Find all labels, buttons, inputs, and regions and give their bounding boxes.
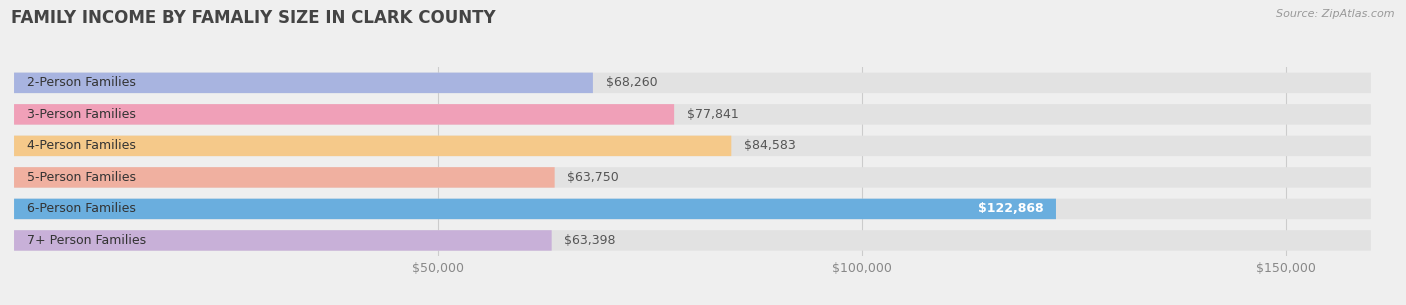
- FancyBboxPatch shape: [14, 167, 1371, 188]
- Text: 2-Person Families: 2-Person Families: [27, 76, 135, 89]
- FancyBboxPatch shape: [14, 136, 1371, 156]
- Text: 6-Person Families: 6-Person Families: [27, 203, 135, 215]
- Text: $63,398: $63,398: [564, 234, 616, 247]
- FancyBboxPatch shape: [14, 136, 731, 156]
- FancyBboxPatch shape: [14, 73, 593, 93]
- Text: FAMILY INCOME BY FAMALIY SIZE IN CLARK COUNTY: FAMILY INCOME BY FAMALIY SIZE IN CLARK C…: [11, 9, 496, 27]
- FancyBboxPatch shape: [14, 73, 1371, 93]
- Text: 4-Person Families: 4-Person Families: [27, 139, 135, 152]
- Text: 3-Person Families: 3-Person Families: [27, 108, 135, 121]
- Text: Source: ZipAtlas.com: Source: ZipAtlas.com: [1277, 9, 1395, 19]
- FancyBboxPatch shape: [14, 199, 1056, 219]
- FancyBboxPatch shape: [14, 104, 673, 125]
- FancyBboxPatch shape: [14, 230, 551, 251]
- FancyBboxPatch shape: [14, 104, 1371, 125]
- Text: $84,583: $84,583: [744, 139, 796, 152]
- FancyBboxPatch shape: [14, 230, 1371, 251]
- FancyBboxPatch shape: [14, 167, 554, 188]
- Text: $63,750: $63,750: [568, 171, 619, 184]
- Text: $122,868: $122,868: [977, 203, 1043, 215]
- FancyBboxPatch shape: [14, 199, 1371, 219]
- Text: 7+ Person Families: 7+ Person Families: [27, 234, 146, 247]
- Text: $77,841: $77,841: [688, 108, 738, 121]
- Text: $68,260: $68,260: [606, 76, 657, 89]
- Text: 5-Person Families: 5-Person Families: [27, 171, 136, 184]
